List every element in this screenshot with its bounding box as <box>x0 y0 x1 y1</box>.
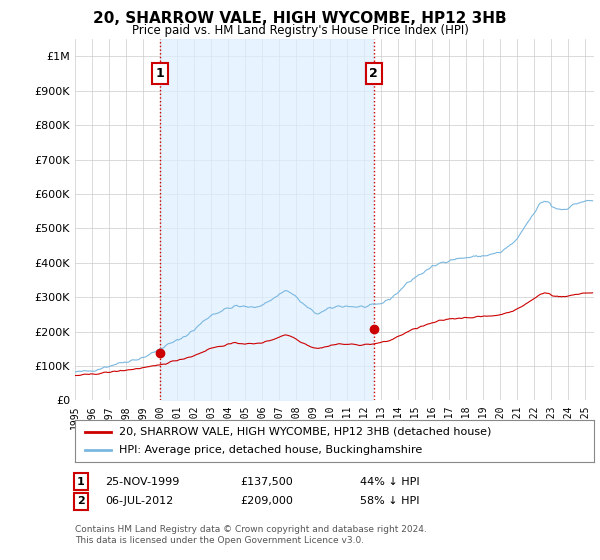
Text: Price paid vs. HM Land Registry's House Price Index (HPI): Price paid vs. HM Land Registry's House … <box>131 24 469 36</box>
Text: 20, SHARROW VALE, HIGH WYCOMBE, HP12 3HB: 20, SHARROW VALE, HIGH WYCOMBE, HP12 3HB <box>93 11 507 26</box>
Text: HPI: Average price, detached house, Buckinghamshire: HPI: Average price, detached house, Buck… <box>119 445 422 455</box>
Text: £209,000: £209,000 <box>240 496 293 506</box>
Text: 44% ↓ HPI: 44% ↓ HPI <box>360 477 419 487</box>
Text: £137,500: £137,500 <box>240 477 293 487</box>
Text: 1: 1 <box>156 67 164 80</box>
Text: 2: 2 <box>369 67 378 80</box>
Text: Contains HM Land Registry data © Crown copyright and database right 2024.
This d: Contains HM Land Registry data © Crown c… <box>75 525 427 545</box>
Text: 20, SHARROW VALE, HIGH WYCOMBE, HP12 3HB (detached house): 20, SHARROW VALE, HIGH WYCOMBE, HP12 3HB… <box>119 427 491 437</box>
Text: 1: 1 <box>77 477 85 487</box>
Text: 06-JUL-2012: 06-JUL-2012 <box>105 496 173 506</box>
Text: 25-NOV-1999: 25-NOV-1999 <box>105 477 179 487</box>
Text: 58% ↓ HPI: 58% ↓ HPI <box>360 496 419 506</box>
Text: 2: 2 <box>77 496 85 506</box>
